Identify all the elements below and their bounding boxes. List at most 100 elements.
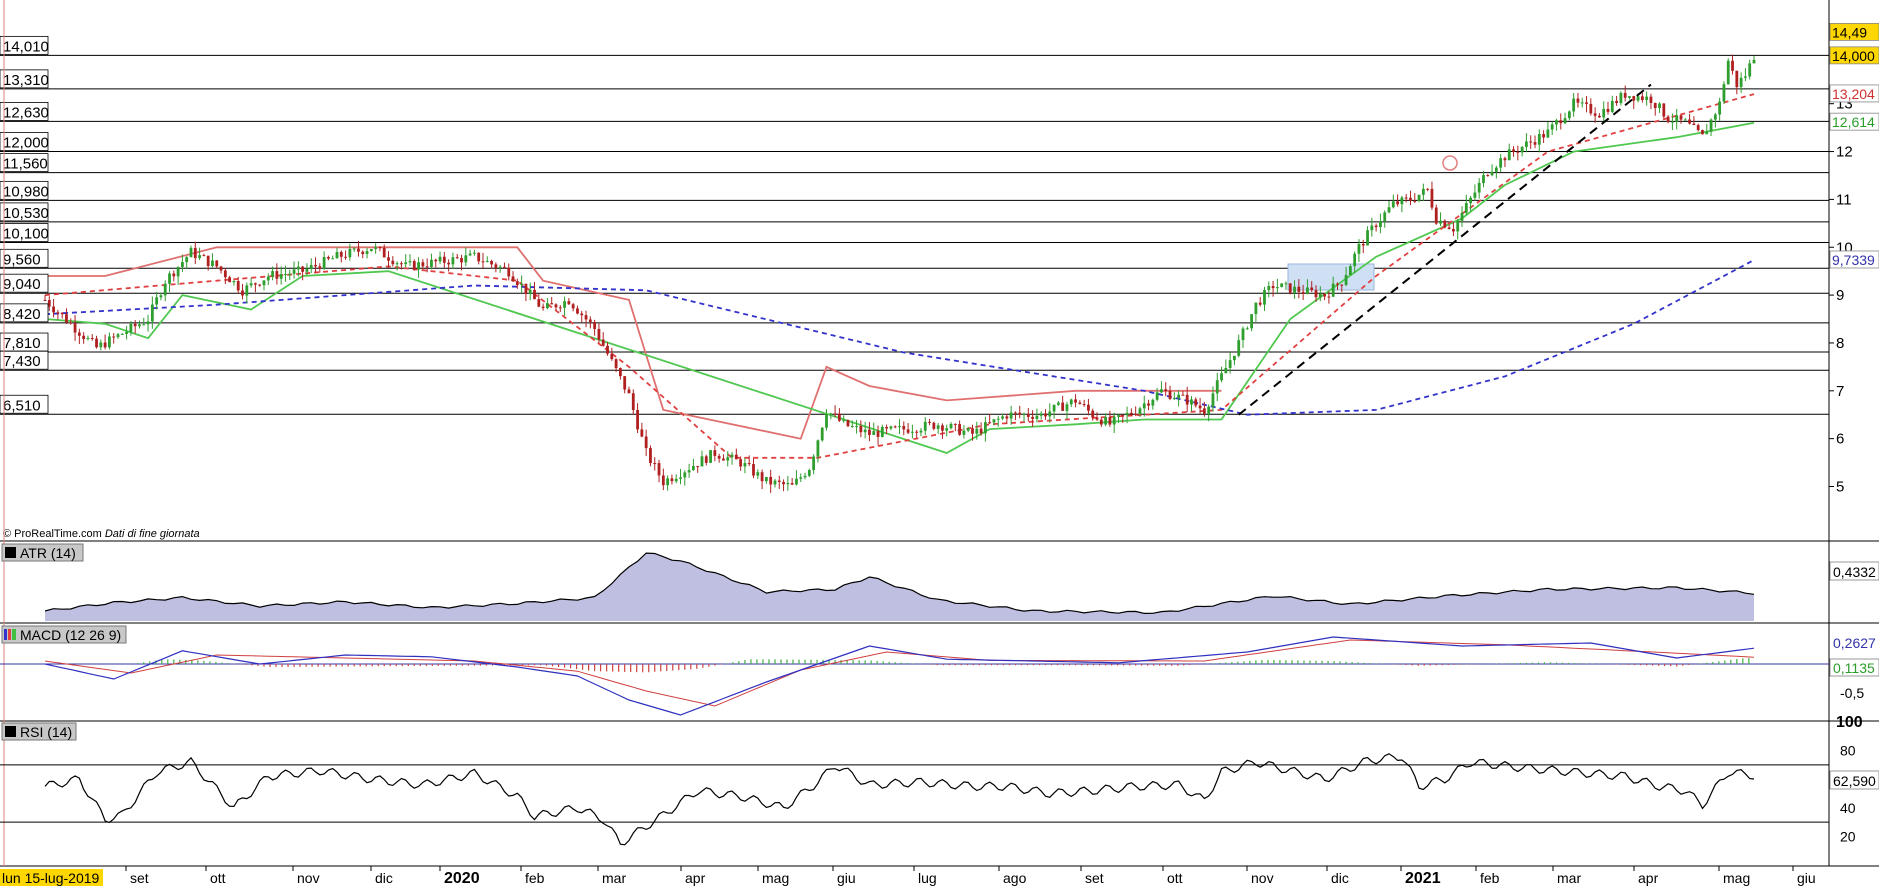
level-label-box <box>0 153 49 173</box>
candle-body <box>82 335 86 340</box>
level-label: 6,510 <box>3 397 41 414</box>
atr-panel: ATR (14) 0,4332 <box>1 543 1879 621</box>
x-axis-label: giu <box>837 870 856 886</box>
candle-body <box>1692 123 1696 126</box>
candle-body <box>348 248 352 258</box>
candle-body <box>756 472 760 476</box>
candle-body <box>155 297 159 305</box>
candle-body <box>1138 408 1142 415</box>
candle-body <box>1323 293 1327 297</box>
candle-body <box>1160 389 1163 393</box>
candle-body <box>545 303 549 309</box>
level-label-box <box>0 132 49 151</box>
candle-body <box>185 257 189 263</box>
candle-body <box>498 266 502 268</box>
candle-body <box>451 257 455 265</box>
candle-body <box>1443 220 1447 228</box>
x-axis-label: mag <box>762 870 789 886</box>
candle-body <box>790 483 794 485</box>
candle-body <box>1525 141 1528 147</box>
y-tick-label: 7 <box>1836 383 1844 400</box>
candle-body <box>915 431 919 433</box>
candle-body <box>734 454 738 460</box>
start-date-label: lun 15-lug-2019 <box>2 870 100 886</box>
candle-body <box>1400 197 1404 205</box>
candle-body <box>442 256 446 263</box>
candle-body <box>215 260 219 267</box>
trendline <box>1238 83 1652 416</box>
rsi-tick-label: 100 <box>1836 714 1863 731</box>
candle-body <box>567 301 571 305</box>
candle-body <box>1701 130 1704 135</box>
candle-body <box>1134 413 1138 415</box>
level-label-box <box>0 394 49 414</box>
candle-body <box>322 257 326 269</box>
level-label: 14,010 <box>3 38 49 55</box>
candle-body <box>868 429 871 435</box>
candle-body <box>550 303 554 305</box>
candle-body <box>125 331 128 334</box>
candle-body <box>1190 399 1193 405</box>
candle-body <box>1671 121 1674 123</box>
candle-body <box>331 258 335 260</box>
candle-body <box>1653 102 1657 109</box>
level-label: 12,630 <box>3 104 49 121</box>
candle-body <box>382 247 386 258</box>
candle-body <box>1417 194 1421 201</box>
candle-body <box>1396 201 1400 205</box>
candle-body <box>455 257 459 259</box>
y-tick-label: 8 <box>1836 335 1844 352</box>
candle-body <box>1207 406 1211 414</box>
candle-body <box>541 306 545 309</box>
candle-body <box>138 324 141 327</box>
candle-body <box>284 274 287 276</box>
candle-body <box>468 253 472 256</box>
candle-body <box>979 428 983 434</box>
candle-body <box>1344 275 1348 285</box>
rsi-tick-label: 20 <box>1840 828 1856 844</box>
candle-body <box>1181 394 1185 396</box>
candle-body <box>932 422 936 429</box>
candle-body <box>236 281 240 291</box>
candle-body <box>301 266 305 272</box>
candle-body <box>610 353 614 360</box>
candle-body <box>700 456 704 467</box>
candle-body <box>636 409 639 430</box>
candle-body <box>717 455 721 459</box>
candle-body <box>919 430 923 433</box>
candle-body <box>1129 412 1133 414</box>
indicator-series-line <box>44 259 1755 416</box>
candle-body <box>421 262 425 267</box>
candle-body <box>1280 283 1284 288</box>
candle-body <box>1559 120 1563 124</box>
indicator-lines <box>44 93 1755 459</box>
candle-body <box>1031 416 1035 419</box>
rsi-line <box>44 753 1755 846</box>
x-axis-label: nov <box>297 870 320 886</box>
candle-body <box>880 426 884 437</box>
candle-body <box>481 261 485 263</box>
candle-body <box>803 475 807 478</box>
y-tick-label: 9 <box>1836 287 1844 304</box>
candle-body <box>1391 201 1395 208</box>
candle-body <box>786 483 790 485</box>
candle-body <box>477 252 481 262</box>
candle-body <box>1306 287 1309 294</box>
candle-body <box>369 249 373 252</box>
candle-body <box>1048 411 1052 417</box>
rsi-axis: 100 80 40 20 <box>1836 714 1863 844</box>
candle-body <box>1744 76 1747 78</box>
atr-area <box>45 553 1754 621</box>
candle-body <box>1503 158 1507 161</box>
candle-body <box>1366 230 1369 246</box>
price-tag-box <box>1829 23 1879 41</box>
candle-body <box>1194 399 1198 406</box>
candle-body <box>769 476 773 485</box>
candle-body <box>898 426 901 428</box>
candle-body <box>1567 111 1571 119</box>
candle-body <box>558 307 562 309</box>
candle-body <box>1520 146 1524 153</box>
candle-body <box>1718 101 1722 115</box>
candle-body <box>99 342 103 348</box>
candle-body <box>1636 96 1640 101</box>
